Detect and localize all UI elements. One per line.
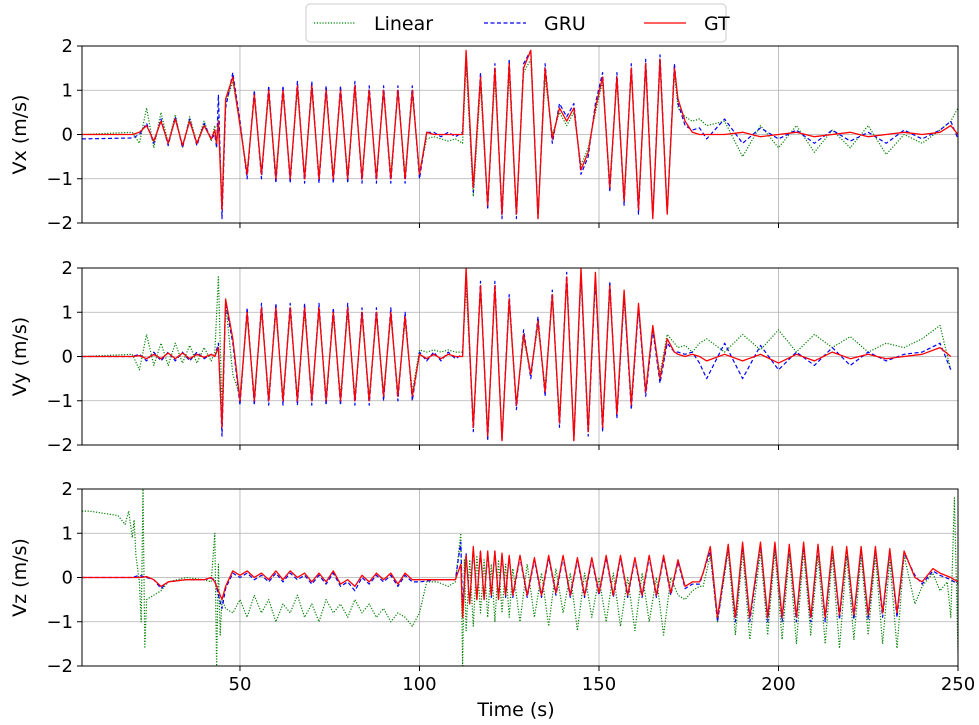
y-tick-label: −1 bbox=[46, 169, 73, 190]
y-tick-label: 2 bbox=[62, 36, 73, 57]
x-tick-label: 100 bbox=[402, 674, 436, 695]
x-axis-label: Time (s) bbox=[476, 699, 554, 721]
legend-frame bbox=[305, 3, 727, 43]
x-tick-label: 150 bbox=[582, 674, 616, 695]
y-tick-label: 0 bbox=[62, 568, 73, 589]
panel-1: −2 −1 0 1 2 Vx (m/s) bbox=[9, 36, 959, 234]
y-axis-label: Vy (m/s) bbox=[9, 317, 31, 396]
series-line-gt bbox=[82, 268, 952, 442]
y-tick-label: 0 bbox=[62, 347, 73, 368]
y-tick-label: −2 bbox=[46, 213, 73, 234]
y-tick-label: 2 bbox=[62, 479, 73, 500]
y-tick-label: −1 bbox=[46, 612, 73, 633]
x-tick-label: 250 bbox=[941, 674, 975, 695]
y-tick-label: 2 bbox=[62, 258, 73, 279]
legend-label-gt: GT bbox=[704, 13, 730, 35]
x-tick-label: 200 bbox=[761, 674, 795, 695]
series-line-linear bbox=[82, 489, 958, 666]
y-tick-label: 1 bbox=[62, 302, 73, 323]
series-line-linear bbox=[82, 58, 958, 215]
legend-label-gru: GRU bbox=[544, 13, 586, 35]
x-tick-label: 50 bbox=[229, 674, 252, 695]
y-tick-label: −2 bbox=[46, 435, 73, 456]
y-tick-label: 1 bbox=[62, 523, 73, 544]
y-tick-label: 1 bbox=[62, 80, 73, 101]
legend-label-linear: Linear bbox=[374, 13, 433, 35]
legend: Linear GRU GT bbox=[305, 3, 730, 43]
panel-2: −2 −1 0 1 2 Vy (m/s) bbox=[9, 258, 959, 456]
y-tick-label: −2 bbox=[46, 656, 73, 677]
series-line-linear bbox=[82, 276, 952, 437]
series-line-gt bbox=[82, 49, 958, 220]
y-axis-label: Vz (m/s) bbox=[9, 538, 31, 617]
series-line-gt bbox=[82, 541, 958, 618]
y-axis-label: Vx (m/s) bbox=[9, 95, 31, 175]
y-tick-label: 0 bbox=[62, 125, 73, 146]
y-tick-label: −1 bbox=[46, 391, 73, 412]
